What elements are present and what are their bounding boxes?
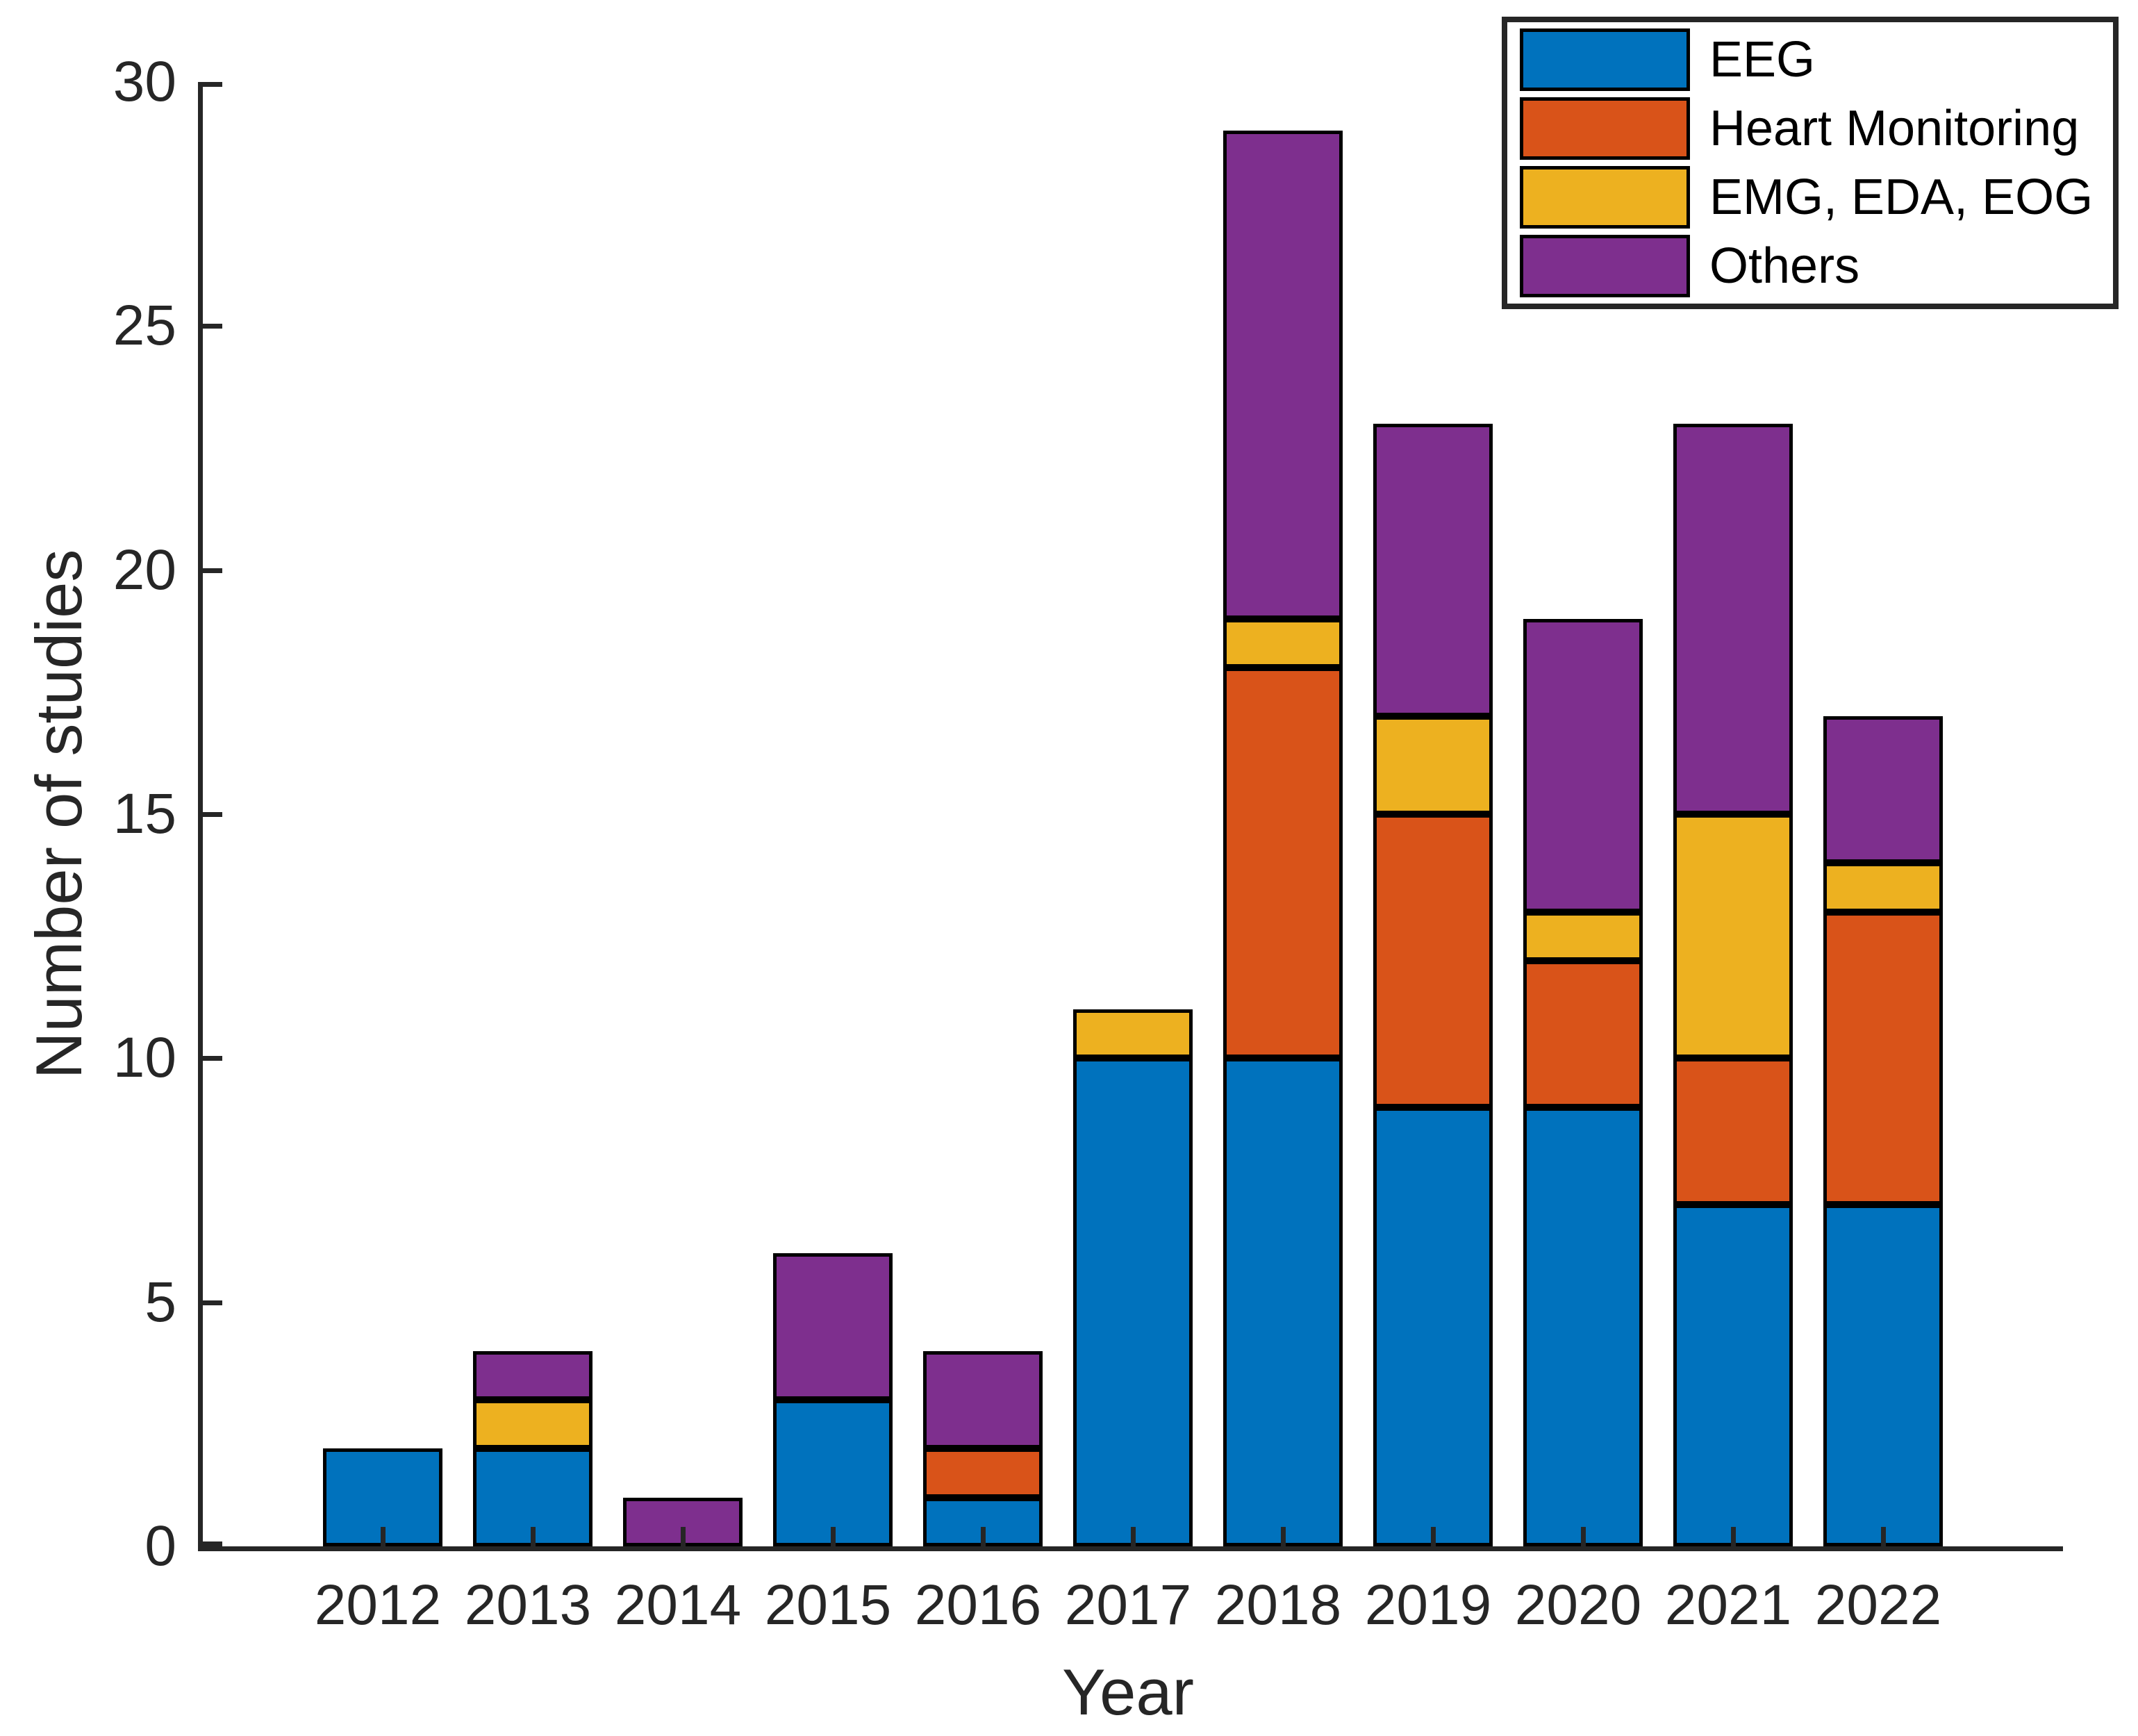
bar-segment-2016-heart-monitoring bbox=[923, 1448, 1043, 1498]
bar-2013 bbox=[473, 82, 592, 1546]
y-tick-label-0: 0 bbox=[144, 1514, 176, 1578]
x-tick-mark-2012 bbox=[381, 1527, 386, 1546]
bar-2018 bbox=[1223, 82, 1343, 1546]
bar-2015 bbox=[773, 82, 893, 1546]
bar-segment-2019-emg-eda-eog bbox=[1373, 716, 1493, 814]
x-tick-mark-2019 bbox=[1431, 1527, 1436, 1546]
x-tick-label-2018: 2018 bbox=[1214, 1573, 1342, 1637]
bar-segment-2022-emg-eda-eog bbox=[1823, 863, 1943, 912]
legend: EEG Heart Monitoring EMG, EDA, EOG Other… bbox=[1502, 17, 2119, 309]
y-tick-mark-30 bbox=[203, 82, 222, 87]
x-tick-mark-2020 bbox=[1581, 1527, 1586, 1546]
bar-segment-2015-others bbox=[773, 1253, 893, 1400]
legend-item-heart-monitoring: Heart Monitoring bbox=[1520, 97, 2113, 160]
bar-segment-2021-emg-eda-eog bbox=[1673, 814, 1793, 1059]
x-tick-mark-2014 bbox=[681, 1527, 686, 1546]
x-tick-mark-2016 bbox=[981, 1527, 986, 1546]
bar-segment-2022-others bbox=[1823, 716, 1943, 863]
legend-item-others: Others bbox=[1520, 235, 2113, 297]
bar-segment-2021-others bbox=[1673, 423, 1793, 814]
bar-segment-2022-heart-monitoring bbox=[1823, 911, 1943, 1205]
y-tick-label-15: 15 bbox=[113, 782, 176, 845]
x-tick-label-2013: 2013 bbox=[464, 1573, 592, 1637]
bar-segment-2021-heart-monitoring bbox=[1673, 1058, 1793, 1205]
bar-segment-2018-emg-eda-eog bbox=[1223, 618, 1343, 668]
x-tick-mark-2018 bbox=[1281, 1527, 1286, 1546]
bar-segment-2017-emg-eda-eog bbox=[1073, 1009, 1193, 1059]
bar-segment-2018-others bbox=[1223, 131, 1343, 619]
x-tick-label-2016: 2016 bbox=[914, 1573, 1042, 1637]
bar-2016 bbox=[923, 82, 1043, 1546]
bar-2012 bbox=[323, 82, 442, 1546]
x-tick-label-2014: 2014 bbox=[614, 1573, 742, 1637]
bar-segment-2018-heart-monitoring bbox=[1223, 668, 1343, 1059]
bar-segment-2013-emg-eda-eog bbox=[473, 1400, 592, 1449]
plot-area bbox=[198, 82, 2063, 1551]
legend-swatch-emg-eda-eog bbox=[1520, 166, 1690, 229]
bar-segment-2015-eeg bbox=[773, 1400, 893, 1546]
legend-label-eeg: EEG bbox=[1709, 32, 1816, 88]
y-tick-label-25: 25 bbox=[113, 294, 176, 358]
y-tick-mark-15 bbox=[203, 812, 222, 817]
bar-segment-2020-eeg bbox=[1523, 1107, 1643, 1546]
bar-segment-2019-eeg bbox=[1373, 1107, 1493, 1546]
legend-item-eeg: EEG bbox=[1520, 28, 2113, 91]
y-tick-label-20: 20 bbox=[113, 538, 176, 602]
bar-segment-2019-heart-monitoring bbox=[1373, 814, 1493, 1107]
bar-2022 bbox=[1823, 82, 1943, 1546]
bar-segment-2013-others bbox=[473, 1350, 592, 1400]
y-tick-mark-25 bbox=[203, 324, 222, 329]
x-tick-mark-2021 bbox=[1731, 1527, 1736, 1546]
bar-segment-2016-eeg bbox=[923, 1497, 1043, 1546]
x-tick-label-2015: 2015 bbox=[764, 1573, 892, 1637]
y-tick-mark-5 bbox=[203, 1300, 222, 1305]
x-tick-label-2021: 2021 bbox=[1664, 1573, 1792, 1637]
legend-label-others: Others bbox=[1709, 238, 1860, 294]
bar-segment-2020-emg-eda-eog bbox=[1523, 911, 1643, 961]
x-axis-label: Year bbox=[1062, 1655, 1194, 1728]
bar-segment-2013-eeg bbox=[473, 1448, 592, 1546]
x-tick-mark-2017 bbox=[1131, 1527, 1136, 1546]
y-tick-mark-0 bbox=[203, 1541, 222, 1546]
bar-segment-2020-others bbox=[1523, 618, 1643, 912]
x-tick-label-2012: 2012 bbox=[314, 1573, 442, 1637]
legend-swatch-others bbox=[1520, 235, 1690, 297]
bar-2020 bbox=[1523, 82, 1643, 1546]
y-tick-label-10: 10 bbox=[113, 1026, 176, 1090]
bar-segment-2018-eeg bbox=[1223, 1058, 1343, 1546]
y-tick-label-5: 5 bbox=[144, 1270, 176, 1334]
x-tick-label-2019: 2019 bbox=[1364, 1573, 1492, 1637]
bar-segment-2022-eeg bbox=[1823, 1205, 1943, 1546]
bar-segment-2017-eeg bbox=[1073, 1058, 1193, 1546]
bar-segment-2016-others bbox=[923, 1350, 1043, 1449]
y-tick-mark-20 bbox=[203, 568, 222, 573]
bar-segment-2021-eeg bbox=[1673, 1205, 1793, 1546]
bar-2019 bbox=[1373, 82, 1493, 1546]
x-tick-mark-2013 bbox=[531, 1527, 536, 1546]
bar-2021 bbox=[1673, 82, 1793, 1546]
legend-label-heart-monitoring: Heart Monitoring bbox=[1709, 101, 2080, 156]
bar-2014 bbox=[623, 82, 743, 1546]
bar-segment-2020-heart-monitoring bbox=[1523, 960, 1643, 1107]
y-tick-mark-10 bbox=[203, 1056, 222, 1061]
legend-item-emg-eda-eog: EMG, EDA, EOG bbox=[1520, 166, 2113, 229]
bar-2017 bbox=[1073, 82, 1193, 1546]
legend-label-emg-eda-eog: EMG, EDA, EOG bbox=[1709, 170, 2094, 225]
bar-segment-2019-others bbox=[1373, 423, 1493, 717]
y-tick-label-30: 30 bbox=[113, 50, 176, 113]
x-tick-mark-2022 bbox=[1881, 1527, 1886, 1546]
x-tick-mark-2015 bbox=[831, 1527, 836, 1546]
x-tick-label-2020: 2020 bbox=[1514, 1573, 1642, 1637]
x-tick-label-2022: 2022 bbox=[1814, 1573, 1942, 1637]
legend-swatch-heart-monitoring bbox=[1520, 97, 1690, 160]
legend-swatch-eeg bbox=[1520, 28, 1690, 91]
x-tick-label-2017: 2017 bbox=[1064, 1573, 1192, 1637]
